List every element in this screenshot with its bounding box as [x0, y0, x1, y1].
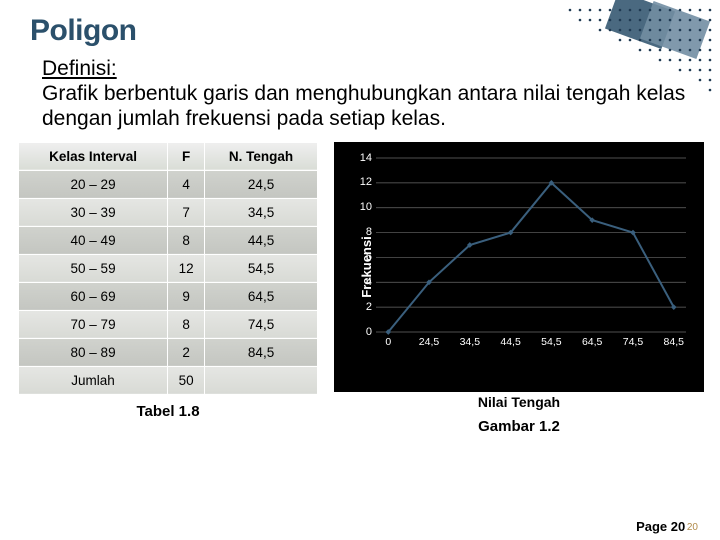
- table-cell: 84,5: [205, 338, 318, 366]
- corner-decoration: [550, 0, 720, 120]
- table-header: Kelas Interval: [19, 142, 168, 170]
- chart-y-tick: 6: [354, 251, 372, 263]
- page-number-sub: 20: [687, 522, 698, 533]
- table-header: F: [168, 142, 205, 170]
- table-cell: 9: [168, 282, 205, 310]
- table-cell: 50 – 59: [19, 254, 168, 282]
- table-cell: 4: [168, 170, 205, 198]
- table-cell: 70 – 79: [19, 310, 168, 338]
- chart-y-tick: 4: [354, 276, 372, 288]
- table-row: 60 – 69964,5: [19, 282, 318, 310]
- chart-x-tick: 0: [385, 336, 391, 348]
- table-row: Jumlah50: [19, 366, 318, 394]
- table-cell: 34,5: [205, 198, 318, 226]
- table-cell: 50: [168, 366, 205, 394]
- chart-x-axis-label: Nilai Tengah: [334, 392, 704, 410]
- table-cell: 80 – 89: [19, 338, 168, 366]
- table-row: 70 – 79874,5: [19, 310, 318, 338]
- chart-x-tick: 74,5: [623, 336, 643, 348]
- chart-x-tick: 34,5: [460, 336, 480, 348]
- table-cell: 30 – 39: [19, 198, 168, 226]
- chart-y-tick: 2: [354, 301, 372, 313]
- table-row: 40 – 49844,5: [19, 226, 318, 254]
- chart-y-tick: 12: [354, 176, 372, 188]
- chart-y-axis-label: Frekuensi: [359, 236, 374, 297]
- table-cell: 7: [168, 198, 205, 226]
- chart-y-tick: 8: [354, 226, 372, 238]
- frequency-table: Kelas IntervalFN. Tengah 20 – 29424,530 …: [18, 142, 318, 395]
- chart-y-tick: 14: [354, 152, 372, 164]
- table-cell: 24,5: [205, 170, 318, 198]
- table-cell: 12: [168, 254, 205, 282]
- page-footer: Page 20 20: [636, 519, 700, 534]
- page-number-label: Page 20: [636, 519, 685, 534]
- table-row: 80 – 89284,5: [19, 338, 318, 366]
- polygon-chart: Frekuensi 0 2 4 6 8 10 12 14 0 24,5 34,5 44,5 54,5 64…: [334, 142, 704, 392]
- table-header: N. Tengah: [205, 142, 318, 170]
- chart-caption: Gambar 1.2: [334, 410, 704, 435]
- table-cell: 60 – 69: [19, 282, 168, 310]
- table-cell: [205, 366, 318, 394]
- definition-label: Definisi:: [42, 57, 117, 80]
- table-cell: 2: [168, 338, 205, 366]
- chart-x-tick: 54,5: [541, 336, 561, 348]
- table-caption: Tabel 1.8: [18, 395, 318, 420]
- table-cell: 44,5: [205, 226, 318, 254]
- chart-x-tick: 64,5: [582, 336, 602, 348]
- table-cell: 64,5: [205, 282, 318, 310]
- table-row: 30 – 39734,5: [19, 198, 318, 226]
- chart-x-tick: 24,5: [419, 336, 439, 348]
- table-cell: 8: [168, 226, 205, 254]
- chart-y-tick: 0: [354, 326, 372, 338]
- chart-x-tick: 84,5: [664, 336, 684, 348]
- table-cell: 40 – 49: [19, 226, 168, 254]
- table-cell: Jumlah: [19, 366, 168, 394]
- chart-y-tick: 10: [354, 201, 372, 213]
- table-row: 20 – 29424,5: [19, 170, 318, 198]
- chart-x-tick: 44,5: [500, 336, 520, 348]
- table-cell: 20 – 29: [19, 170, 168, 198]
- table-cell: 74,5: [205, 310, 318, 338]
- table-row: 50 – 591254,5: [19, 254, 318, 282]
- table-cell: 54,5: [205, 254, 318, 282]
- table-cell: 8: [168, 310, 205, 338]
